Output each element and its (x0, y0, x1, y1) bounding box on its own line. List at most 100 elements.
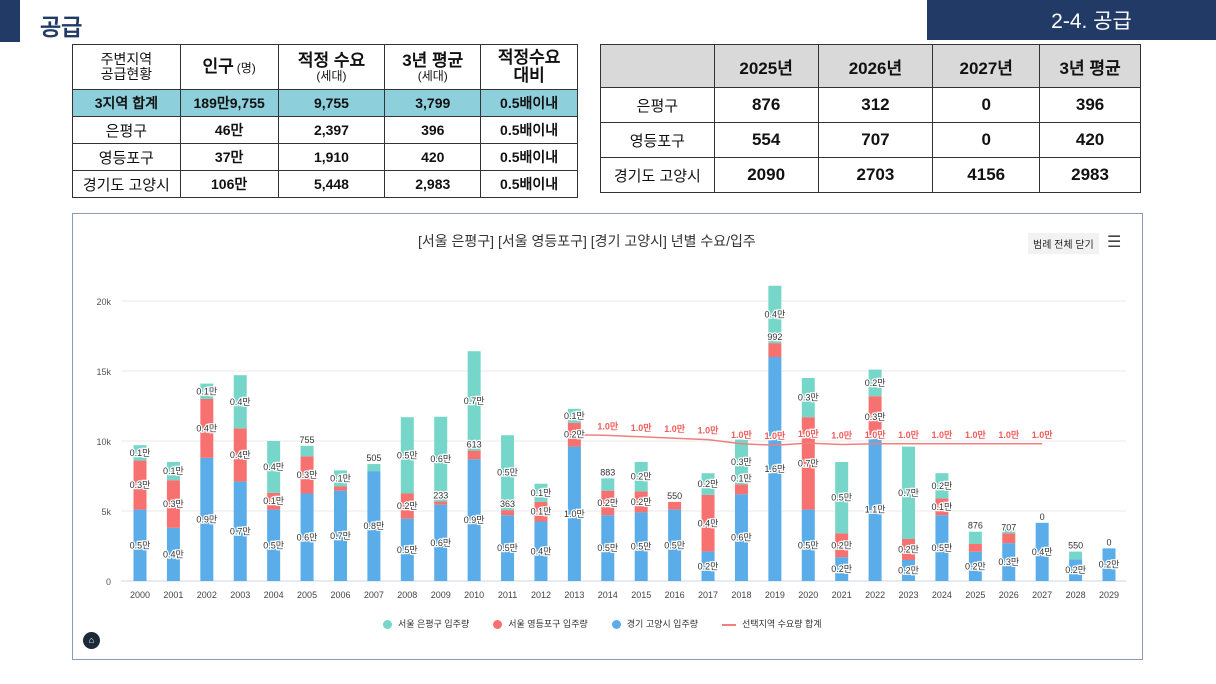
bar-segment[interactable] (968, 531, 982, 544)
bar-segment[interactable] (333, 486, 347, 491)
bar-segment[interactable] (701, 551, 715, 581)
bar-segment[interactable] (835, 557, 849, 581)
bar-segment[interactable] (1002, 528, 1016, 534)
table-cell: 707 (817, 122, 934, 158)
legend-item[interactable]: 경기 고양시 입주량 (611, 617, 699, 630)
data-label: 0.9만 (196, 514, 217, 524)
bar-segment[interactable] (233, 481, 247, 581)
bar-segment[interactable] (801, 417, 815, 510)
bar-segment[interactable] (868, 369, 882, 397)
bar-segment[interactable] (968, 543, 982, 552)
bar-segment[interactable] (935, 473, 949, 499)
bar-segment[interactable] (467, 450, 481, 460)
bar-segment[interactable] (501, 510, 515, 516)
bar-segment[interactable] (534, 501, 548, 522)
bar-segment[interactable] (267, 509, 281, 581)
bar-segment[interactable] (333, 490, 347, 581)
bar-segment[interactable] (634, 512, 648, 581)
bar-segment[interactable] (868, 396, 882, 439)
bar-segment[interactable] (434, 501, 448, 505)
bar-segment[interactable] (902, 560, 916, 581)
bar-segment[interactable] (400, 518, 414, 581)
bar-segment[interactable] (634, 491, 648, 513)
bar-segment[interactable] (567, 408, 581, 423)
bar-segment[interactable] (768, 343, 782, 357)
bar-segment[interactable] (1102, 548, 1116, 581)
legend-item[interactable]: 선택지역 수요량 합계 (722, 617, 822, 630)
bar-segment[interactable] (935, 515, 949, 581)
bar-segment[interactable] (534, 483, 548, 502)
bar-segment[interactable] (233, 428, 247, 482)
bar-segment[interactable] (200, 399, 214, 458)
bar-segment[interactable] (734, 439, 748, 485)
bar-segment[interactable] (835, 462, 849, 534)
bar-segment[interactable] (200, 457, 214, 581)
bar-segment[interactable] (501, 515, 515, 581)
bar-segment[interactable] (801, 509, 815, 581)
bar-segment[interactable] (400, 417, 414, 494)
bar-segment[interactable] (701, 494, 715, 552)
bar-segment[interactable] (367, 471, 381, 581)
legend-item[interactable]: 서울 영등포구 입주량 (493, 617, 588, 630)
bar-segment[interactable] (200, 383, 214, 399)
bar-segment[interactable] (734, 494, 748, 581)
legend-toggle-button[interactable]: 범례 전체 닫기 (1028, 233, 1099, 254)
bar-segment[interactable] (601, 515, 615, 581)
bar-segment[interactable] (133, 460, 147, 510)
bar-segment[interactable] (333, 470, 347, 487)
bar-segment[interactable] (567, 446, 581, 581)
line-data-label: 1.0만 (1032, 429, 1054, 440)
legend-label: 경기 고양시 입주량 (626, 619, 699, 629)
bar-segment[interactable] (267, 492, 281, 510)
bar-segment[interactable] (1002, 543, 1016, 581)
bar-segment[interactable] (902, 446, 916, 539)
x-tick-label: 2024 (932, 590, 952, 600)
bar-segment[interactable] (434, 504, 448, 581)
bar-segment[interactable] (267, 441, 281, 493)
bar-segment[interactable] (701, 473, 715, 495)
bar-segment[interactable] (601, 478, 615, 491)
bar-segment[interactable] (768, 285, 782, 344)
bar-segment[interactable] (300, 445, 314, 457)
bar-segment[interactable] (534, 521, 548, 582)
bar-segment[interactable] (935, 498, 949, 516)
bar-segment[interactable] (801, 378, 815, 418)
bar-segment[interactable] (400, 493, 414, 519)
bar-segment[interactable] (501, 435, 515, 511)
bar-segment[interactable] (601, 490, 615, 516)
bar-segment[interactable] (567, 422, 581, 447)
bar-segment[interactable] (835, 533, 849, 558)
demand-line[interactable] (574, 433, 1043, 446)
bar-segment[interactable] (1069, 559, 1083, 581)
bar-segment[interactable] (233, 375, 247, 429)
bar-segment[interactable] (734, 484, 748, 495)
bar-segment[interactable] (166, 527, 180, 581)
data-label: 0.4만 (263, 462, 284, 472)
bar-segment[interactable] (133, 509, 147, 581)
bar-segment[interactable] (300, 456, 314, 494)
bar-segment[interactable] (868, 438, 882, 581)
bar-segment[interactable] (434, 416, 448, 502)
bar-segment[interactable] (166, 462, 180, 481)
bar-segment[interactable] (768, 357, 782, 581)
hamburger-menu-icon[interactable]: ☰ (1107, 234, 1122, 251)
table2-header: 3년 평균 (1039, 44, 1141, 88)
bar-segment[interactable] (467, 351, 481, 451)
bar-segment[interactable] (902, 539, 916, 560)
bar-segment[interactable] (133, 445, 147, 461)
home-logo-icon[interactable]: ⌂ (83, 632, 100, 649)
bar-segment[interactable] (367, 464, 381, 472)
bar-segment[interactable] (968, 551, 982, 581)
bar-segment[interactable] (166, 480, 180, 528)
bar-segment[interactable] (668, 509, 682, 581)
bar-segment[interactable] (668, 501, 682, 510)
header-label: 적정수요 대비 (497, 48, 561, 85)
bar-segment[interactable] (634, 462, 648, 492)
bar-segment[interactable] (467, 459, 481, 581)
legend-item[interactable]: 서울 은평구 입주량 (383, 617, 469, 630)
bar-segment[interactable] (300, 493, 314, 582)
bar-segment[interactable] (1035, 522, 1049, 581)
line-data-label: 1.0만 (631, 422, 653, 433)
bar-segment[interactable] (1069, 551, 1083, 560)
bar-segment[interactable] (1002, 533, 1016, 544)
